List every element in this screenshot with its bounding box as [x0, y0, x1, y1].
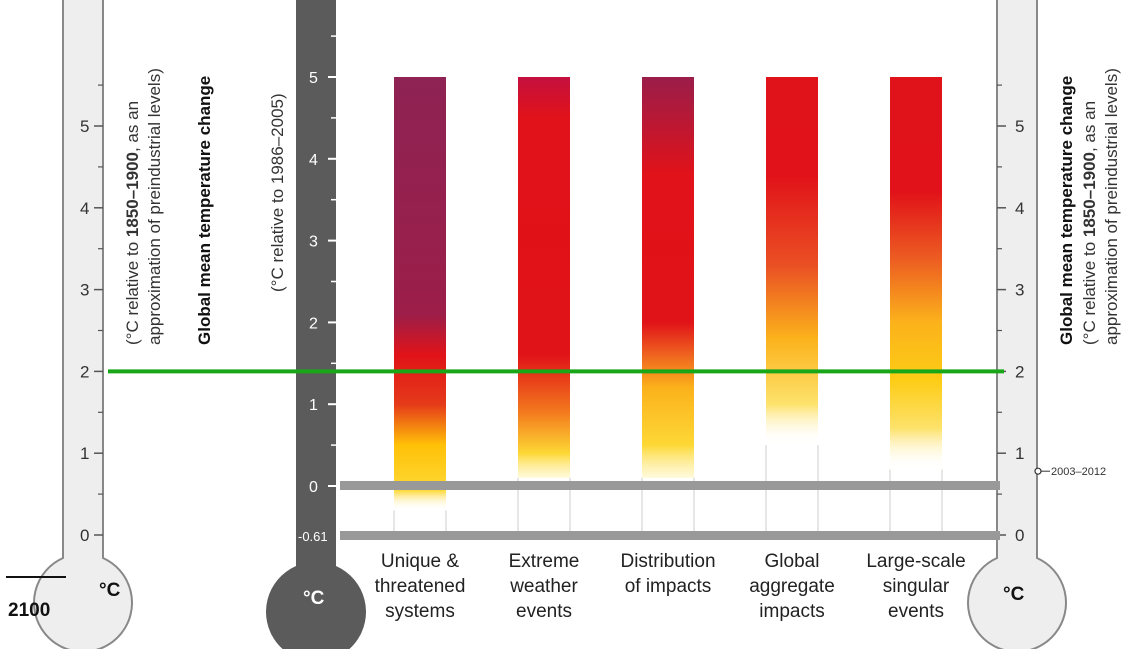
right-subtitle-bold: 1850–1900 [1080, 152, 1099, 237]
left-thermometer-body [33, 0, 133, 649]
bar [394, 77, 446, 511]
category-labels: Unique & threatened systems Extreme weather e… [375, 551, 966, 622]
right-unit-label: °C [1003, 584, 1025, 605]
right-tick-label: 5 [1015, 117, 1024, 136]
left-unit-label: °C [99, 580, 121, 601]
bar [890, 77, 942, 470]
left-subtitle-bold: 1850–1900 [123, 152, 142, 237]
year-label: 2100 [8, 600, 50, 621]
center-tick-label: 2 [309, 315, 318, 332]
right-tick-label: 2 [1015, 362, 1024, 381]
left-axis-title: Global mean temperature change [195, 76, 214, 345]
right-subtitle-post: , as an [1080, 101, 1099, 152]
center-tick-label: 0 [309, 479, 318, 496]
center-tick-label: 3 [309, 234, 318, 251]
category-label: systems [385, 601, 455, 622]
category-label: threatened [375, 576, 466, 597]
left-subtitle-pre: (°C relative to [123, 237, 142, 345]
center-axis-title: (°C relative to 1986–2005) [268, 93, 287, 292]
right-tick-label: 0 [1015, 526, 1024, 545]
category-label: impacts [759, 601, 824, 622]
bar [766, 77, 818, 446]
bar [518, 77, 570, 478]
category-label: weather [509, 576, 578, 597]
right-axis-title: Global mean temperature change [1057, 76, 1076, 345]
left-axis-ticks: 0 1 2 3 4 5 [80, 84, 103, 545]
preindustrial-baseline-band [340, 531, 1000, 540]
right-thermometer-body [967, 0, 1067, 649]
left-tick-label: 4 [80, 199, 89, 218]
annotation-label: 2003–2012 [1051, 466, 1106, 478]
right-axis-subtitle: (°C relative to 1850–1900, as an [1080, 101, 1099, 345]
category-label: of impacts [625, 576, 712, 597]
right-axis-ticks: 0 1 2 3 4 5 [997, 84, 1024, 545]
left-tick-label: 1 [80, 444, 89, 463]
left-tick-label: 5 [80, 117, 89, 136]
right-subtitle-pre: (°C relative to [1080, 237, 1099, 345]
left-tick-label: 3 [80, 281, 89, 300]
category-label: events [888, 601, 944, 622]
center-tick-label: 4 [309, 152, 318, 169]
category-label: Unique & [381, 551, 459, 572]
annotation-marker [1034, 467, 1042, 475]
left-tick-label: 0 [80, 526, 89, 545]
category-label: Large-scale [866, 551, 965, 572]
center-tick-label: 5 [309, 70, 318, 87]
category-label: Distribution [620, 551, 715, 572]
right-axis-subtitle-line2: approximation of preindustrial levels) [1102, 68, 1121, 345]
category-label: singular [883, 576, 950, 597]
left-tick-label: 2 [80, 362, 89, 381]
bar [642, 77, 694, 478]
category-label: aggregate [749, 576, 835, 597]
center-thermometer-body [266, 0, 366, 649]
zero-baseline-band [340, 481, 1000, 490]
center-thermometer: °C 0 1 2 3 4 5 -0.61 (°C relative to 1986–2005… [266, 0, 366, 649]
right-thermometer: °C 0 1 2 3 4 5 Global mean temperature change… [967, 0, 1121, 649]
left-thermometer: °C 2100 0 1 2 3 4 5 Global mean temperature c… [6, 0, 214, 649]
center-tick-label: 1 [309, 397, 318, 414]
center-unit-label: °C [303, 588, 325, 609]
center-axis-ticks: 0 1 2 3 4 5 -0.61 [298, 35, 336, 544]
bars-group [393, 77, 943, 532]
category-label: Global [765, 551, 820, 572]
center-baseline-label: -0.61 [298, 529, 328, 544]
left-axis-subtitle: (°C relative to 1850–1900, as an [123, 101, 142, 345]
right-tick-label: 1 [1015, 444, 1024, 463]
right-tick-label: 3 [1015, 281, 1024, 300]
right-tick-label: 4 [1015, 199, 1024, 218]
left-axis-subtitle-line2: approximation of preindustrial levels) [145, 68, 164, 345]
category-label: Extreme [509, 551, 580, 572]
left-subtitle-post: , as an [123, 101, 142, 152]
category-label: events [516, 601, 572, 622]
